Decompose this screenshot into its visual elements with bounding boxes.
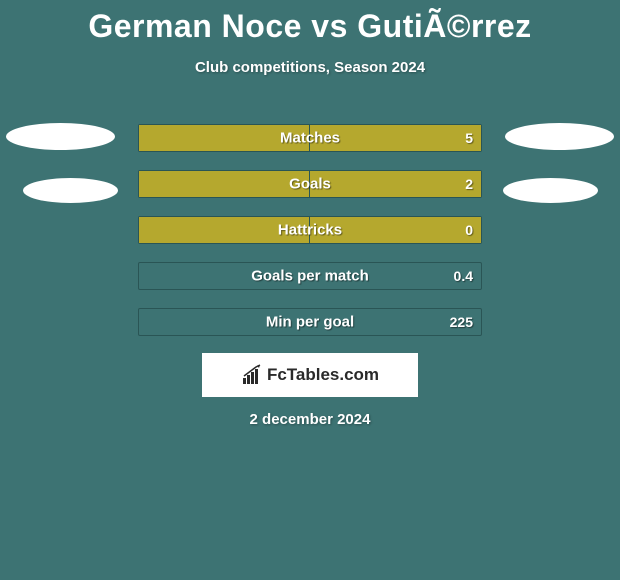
page-subtitle: Club competitions, Season 2024: [0, 59, 620, 76]
player-left-photo-placeholder-1: [6, 123, 115, 150]
stats-bars-container: Matches 5 Goals 2 Hattricks 0 Goals per …: [138, 124, 482, 354]
stat-value-right: 0: [465, 222, 473, 238]
stat-label: Goals per match: [251, 268, 369, 285]
stat-value-right: 225: [450, 314, 473, 330]
stat-value-right: 5: [465, 130, 473, 146]
page-title: German Noce vs GutiÃ©rrez: [0, 0, 620, 45]
logo-text: FcTables.com: [267, 365, 379, 385]
stat-label: Goals: [289, 176, 331, 193]
stat-fill-left: [139, 171, 310, 197]
player-right-photo-placeholder-2: [503, 178, 598, 203]
logo-content: FcTables.com: [241, 364, 379, 386]
stat-value-right: 0.4: [454, 268, 473, 284]
stat-row-min-per-goal: Min per goal 225: [138, 308, 482, 336]
player-right-photo-placeholder-1: [505, 123, 614, 150]
stat-row-goals-per-match: Goals per match 0.4: [138, 262, 482, 290]
stat-row-hattricks: Hattricks 0: [138, 216, 482, 244]
logo-box: FcTables.com: [202, 353, 418, 397]
stat-fill-right: [310, 171, 481, 197]
bar-chart-icon: [241, 364, 263, 386]
stat-row-matches: Matches 5: [138, 124, 482, 152]
stat-row-goals: Goals 2: [138, 170, 482, 198]
stat-label: Hattricks: [278, 222, 342, 239]
date-text: 2 december 2024: [250, 411, 371, 428]
stat-label: Matches: [280, 130, 340, 147]
stat-value-right: 2: [465, 176, 473, 192]
stat-label: Min per goal: [266, 314, 354, 331]
player-left-photo-placeholder-2: [23, 178, 118, 203]
